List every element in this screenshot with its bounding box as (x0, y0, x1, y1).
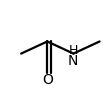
Text: H: H (68, 44, 78, 57)
Text: O: O (42, 73, 53, 87)
Text: N: N (68, 54, 78, 68)
